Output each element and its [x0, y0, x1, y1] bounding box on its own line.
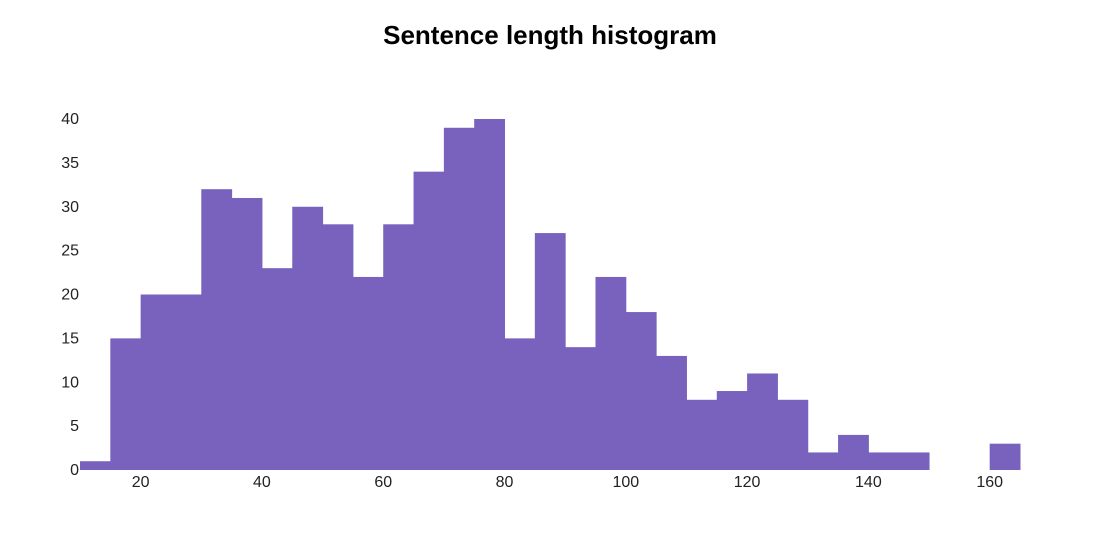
histogram-bar: [534, 233, 566, 470]
histogram-bar: [201, 189, 233, 470]
y-tick-label: 35: [61, 155, 79, 172]
y-tick-label: 0: [70, 462, 79, 479]
histogram-bar: [504, 338, 536, 470]
histogram-bar: [231, 197, 263, 470]
histogram-bar: [352, 276, 384, 470]
histogram-bar: [595, 276, 627, 470]
histogram-bar: [625, 312, 657, 470]
y-tick-label: 25: [61, 243, 79, 260]
histogram-bar: [807, 452, 839, 470]
histogram-bar: [80, 461, 111, 470]
y-tick-label: 5: [70, 418, 79, 435]
histogram-bar: [989, 443, 1021, 470]
x-tick-label: 20: [132, 474, 150, 491]
histogram-bar: [898, 452, 930, 470]
x-tick-label: 160: [976, 474, 1003, 491]
y-tick-label: 30: [61, 199, 79, 216]
x-tick-label: 60: [374, 474, 392, 491]
x-axis-ticks: 20 40 60 80 100 120 140 160: [132, 474, 1003, 491]
histogram-bar: [140, 294, 172, 470]
y-axis-ticks: 0 5 10 15 20 25 30 35 40: [61, 111, 79, 479]
y-tick-label: 40: [61, 111, 79, 128]
histogram-bar: [110, 338, 142, 470]
histogram-bar: [474, 119, 506, 470]
y-tick-label: 15: [61, 330, 79, 347]
histogram-bar: [292, 206, 324, 470]
y-tick-label: 20: [61, 287, 79, 304]
histogram-bar: [716, 391, 748, 470]
y-tick-label: 10: [61, 374, 79, 391]
histogram-bar: [777, 399, 809, 470]
histogram-bar: [656, 355, 687, 470]
histogram-bar: [413, 171, 445, 470]
histogram-bar: [747, 373, 778, 470]
x-tick-label: 40: [253, 474, 271, 491]
histogram-bar: [838, 434, 869, 470]
x-tick-label: 80: [496, 474, 514, 491]
histogram-bar: [322, 224, 354, 470]
histogram-bar: [565, 347, 596, 470]
x-tick-label: 140: [855, 474, 882, 491]
bars-group: [80, 119, 1021, 471]
x-tick-label: 120: [734, 474, 761, 491]
chart-title: Sentence length histogram: [383, 20, 717, 50]
histogram-bar: [443, 127, 475, 471]
histogram-bar: [383, 224, 415, 470]
histogram-bar: [868, 452, 900, 470]
histogram-bar: [261, 268, 293, 470]
histogram-bar: [686, 399, 718, 470]
x-tick-label: 100: [612, 474, 639, 491]
histogram-bar: [170, 294, 202, 470]
